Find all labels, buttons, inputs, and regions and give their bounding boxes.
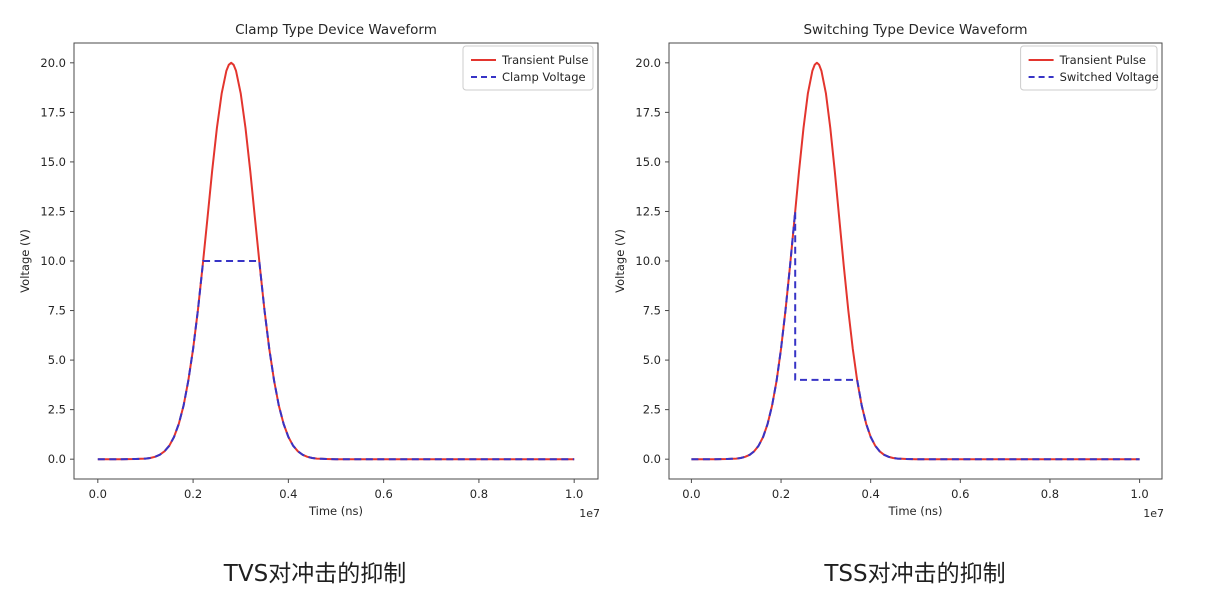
x-axis-offset-text: 1e7 <box>1143 507 1164 520</box>
y-tick-label: 7.5 <box>643 304 661 318</box>
y-tick-label: 2.5 <box>643 403 661 417</box>
legend-label: Clamp Voltage <box>502 70 586 84</box>
x-tick-label: 0.4 <box>862 487 880 501</box>
subplot-0: Clamp Type Device Waveform 0.0 0.2 0.4 0.6 0.… <box>18 22 600 520</box>
series-switched-voltage <box>691 210 1140 461</box>
x-tick-label: 1.0 <box>1130 487 1148 501</box>
x-tick-label: 0.2 <box>184 487 202 501</box>
axes-frame <box>73 42 599 480</box>
plot-title: Switching Type Device Waveform <box>803 22 1027 38</box>
x-tick-label: 0.0 <box>682 487 700 501</box>
subplot-1: Switching Type Device Waveform 0.0 0.2 0.4 0… <box>613 22 1164 520</box>
y-tick-label: 15.0 <box>635 155 661 169</box>
left-figure-caption: TVS对冲击的抑制 <box>223 561 407 587</box>
right-figure-caption: TSS对冲击的抑制 <box>824 561 1006 587</box>
legend-label: Transient Pulse <box>501 53 588 67</box>
y-tick-label: 12.5 <box>40 204 66 218</box>
x-tick-label: 0.2 <box>772 487 790 501</box>
y-tick-label: 17.5 <box>635 105 661 119</box>
y-axis-label: Voltage (V) <box>613 229 627 293</box>
y-axis-label: Voltage (V) <box>18 229 32 293</box>
y-tick-label: 0.0 <box>48 452 66 466</box>
x-tick-label: 0.0 <box>89 487 107 501</box>
x-tick-label: 0.8 <box>470 487 488 501</box>
plot-title: Clamp Type Device Waveform <box>235 22 437 38</box>
y-tick-label: 20.0 <box>40 56 66 70</box>
legend-box <box>462 45 594 91</box>
x-axis-label: Time (ns) <box>887 504 942 518</box>
x-tick-label: 0.6 <box>951 487 969 501</box>
series-transient-pulse <box>97 61 575 461</box>
y-tick-label: 17.5 <box>40 105 66 119</box>
y-tick-label: 5.0 <box>48 353 66 367</box>
y-tick-label: 10.0 <box>635 254 661 268</box>
waveform-figures-canvas: Clamp Type Device Waveform 0.0 0.2 0.4 0.6 0.… <box>18 22 1164 520</box>
y-tick-label: 12.5 <box>635 204 661 218</box>
x-tick-label: 0.8 <box>1041 487 1059 501</box>
legend-box <box>1020 45 1158 91</box>
x-axis-label: Time (ns) <box>308 504 363 518</box>
y-tick-label: 7.5 <box>48 304 66 318</box>
y-tick-label: 5.0 <box>643 353 661 367</box>
x-axis-offset-text: 1e7 <box>579 507 600 520</box>
y-tick-label: 2.5 <box>48 403 66 417</box>
y-tick-label: 15.0 <box>40 155 66 169</box>
legend-label: Transient Pulse <box>1059 53 1146 67</box>
series-clamp-voltage <box>97 260 575 461</box>
x-tick-label: 0.4 <box>279 487 297 501</box>
series-transient-pulse <box>691 61 1140 461</box>
legend-label: Switched Voltage <box>1060 70 1159 84</box>
x-tick-label: 1.0 <box>565 487 583 501</box>
x-tick-label: 0.6 <box>374 487 392 501</box>
y-tick-label: 20.0 <box>635 56 661 70</box>
axes-frame <box>668 42 1163 480</box>
y-tick-label: 10.0 <box>40 254 66 268</box>
y-tick-label: 0.0 <box>643 452 661 466</box>
